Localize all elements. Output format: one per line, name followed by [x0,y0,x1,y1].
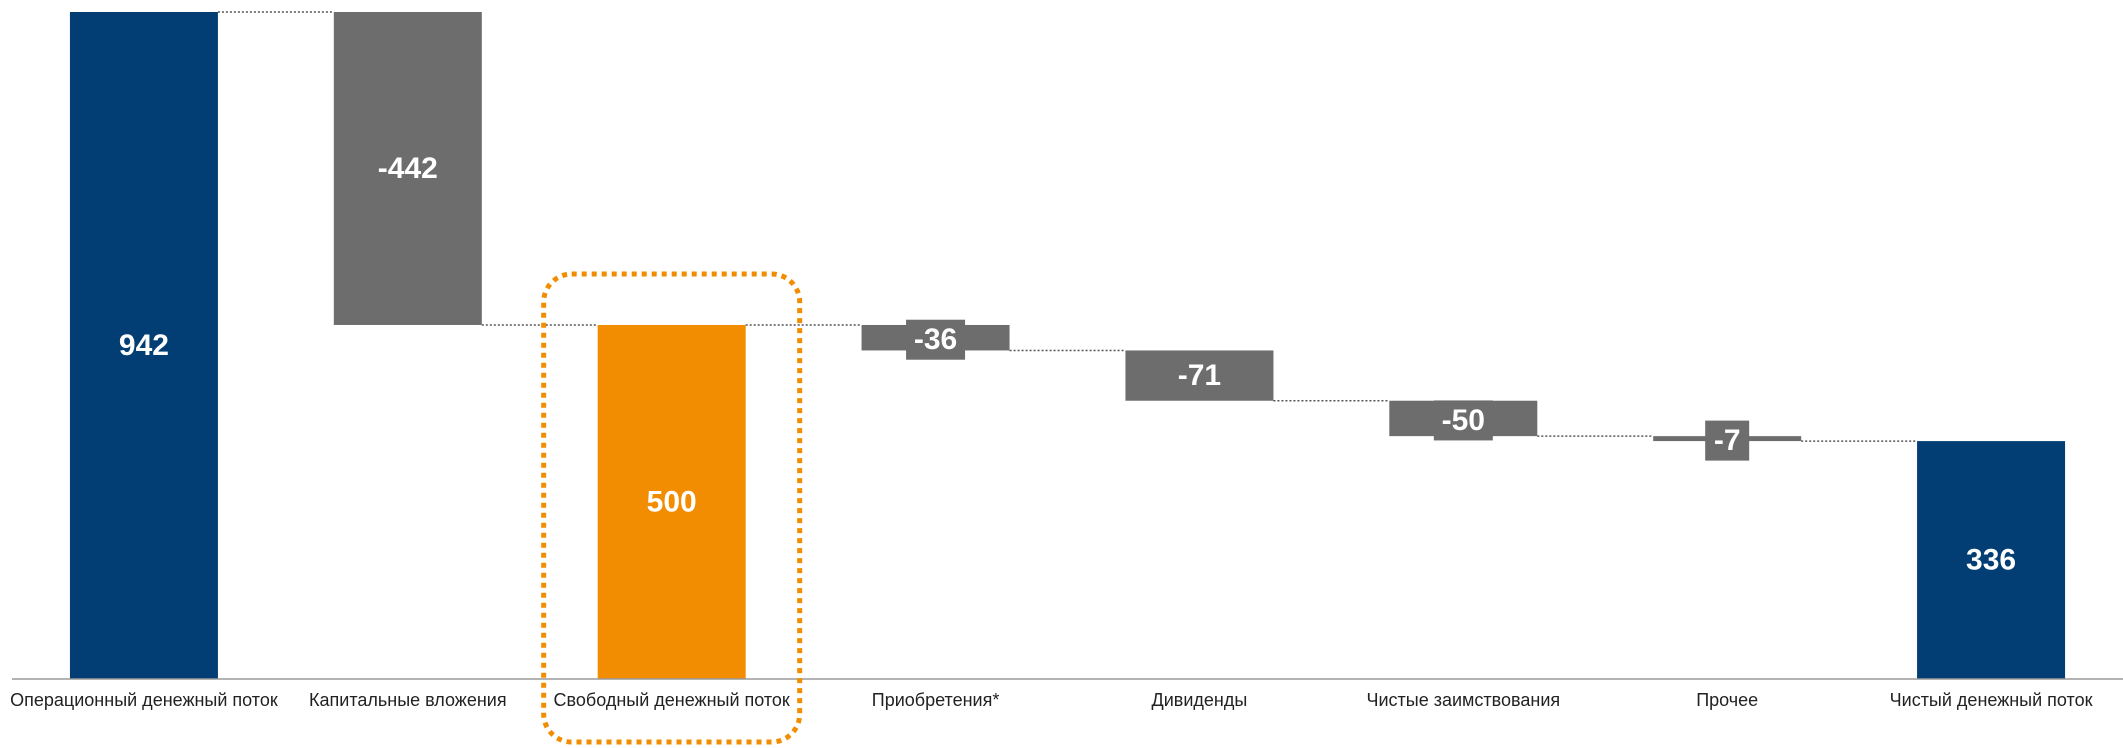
connector-lines [217,11,1918,442]
category-label-5: Дивиденды [1152,690,1248,710]
category-label-4: Приобретения* [872,690,1000,710]
category-label-8: Чистый денежный поток [1890,690,2093,710]
bar-5 [1125,350,1274,401]
category-label-7: Прочее [1696,690,1758,710]
bar-3 [597,324,746,679]
value-label-box-6 [1433,400,1493,441]
value-label-6: -50 [1442,404,1485,437]
value-label-3: 500 [647,485,697,518]
value-labels: 942 -442 500 -36 -71 -50 -7 336 [119,152,2016,577]
value-label-1: 942 [119,329,169,362]
value-label-7: -7 [1714,424,1741,457]
category-label-3: Свободный денежный поток [554,690,790,710]
bars [69,12,2066,679]
value-label-2: -442 [378,152,438,185]
category-label-2: Капитальные вложения [309,690,507,710]
category-label-1: Операционный денежный поток [10,690,278,710]
category-labels: Операционный денежный поток Капитальные в… [10,690,2092,710]
value-label-box-4 [906,319,966,360]
highlight-frame [541,271,803,745]
category-label-6: Чистые заимствования [1366,690,1560,710]
value-label-8: 336 [1966,544,2016,577]
bar-8 [1917,441,2066,679]
bar-1 [69,12,218,679]
bar-2 [333,12,482,325]
value-label-box-7 [1705,420,1750,461]
value-label-5: -71 [1178,359,1221,392]
value-label-4: -36 [914,323,957,356]
